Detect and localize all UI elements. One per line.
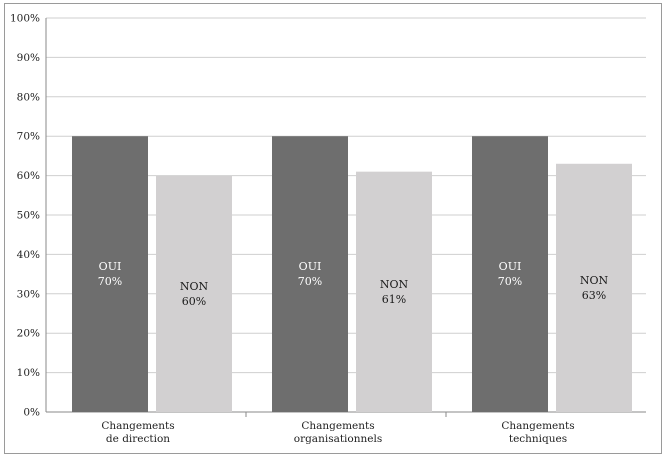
category-label: Changements [501,420,574,432]
y-tick-label: 10% [17,367,40,379]
oui-bar [272,136,348,412]
category-label: Changements [301,420,374,432]
y-tick-label: 40% [17,249,40,261]
bar-value-label: 63% [582,289,606,302]
y-tick-label: 80% [17,91,40,103]
non-bar [156,175,232,412]
y-tick-label: 90% [17,52,40,64]
bar-value-label: 60% [182,295,206,308]
bar-value-label: 70% [498,275,522,288]
category-label: Changements [101,420,174,432]
bar-series-label: NON [180,280,209,293]
y-tick-label: 20% [17,328,40,340]
y-tick-label: 0% [23,407,40,419]
y-tick-label: 100% [10,13,40,25]
category-label: de direction [106,433,170,445]
bar-series-label: NON [380,278,409,291]
bar-series-label: OUI [299,260,322,273]
bar-series-label: OUI [99,260,122,273]
bar-value-label: 61% [382,293,406,306]
bar-value-label: 70% [98,275,122,288]
y-tick-label: 30% [17,288,40,300]
y-tick-label: 60% [17,170,40,182]
bar-value-label: 70% [298,275,322,288]
bar-series-label: OUI [499,260,522,273]
category-label: techniques [509,433,567,445]
oui-bar [472,136,548,412]
oui-bar [72,136,148,412]
y-tick-label: 50% [17,210,40,222]
non-bar [556,163,632,412]
category-label: organisationnels [294,433,382,445]
non-bar [356,171,432,412]
bar-series-label: NON [580,274,609,287]
y-tick-label: 70% [17,131,40,143]
